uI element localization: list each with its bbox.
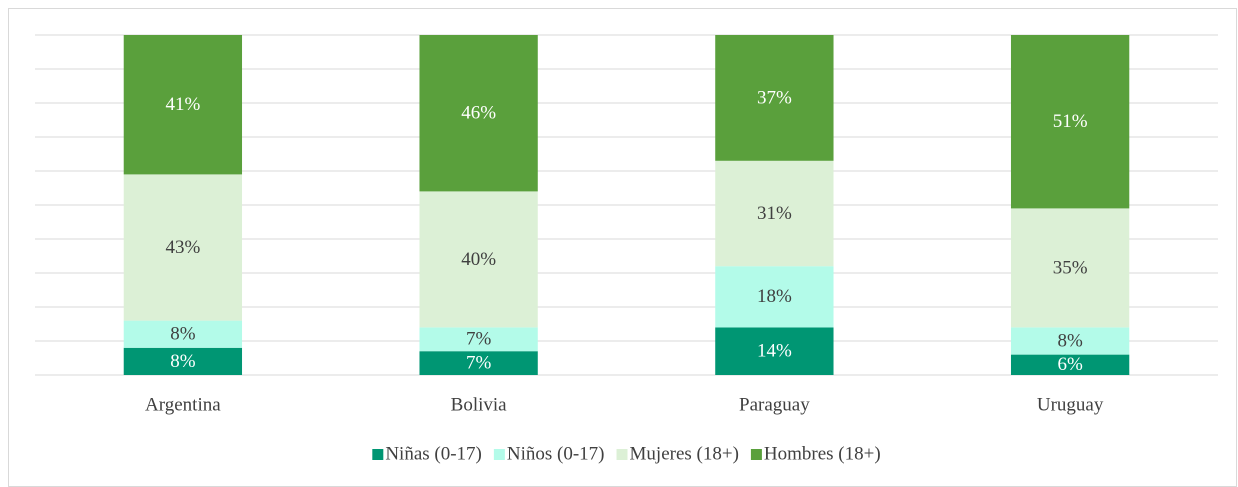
- legend-item: Mujeres (18+): [616, 443, 739, 464]
- bar-segment: [1010, 327, 1130, 355]
- legend-swatch: [750, 449, 762, 460]
- value-label: 18%: [757, 286, 792, 307]
- bar-segment: [419, 191, 538, 328]
- legend-label: Mujeres (18+): [630, 443, 739, 464]
- value-label: 8%: [170, 351, 196, 372]
- value-label: 7%: [466, 352, 492, 373]
- x-tick-label: Uruguay: [1037, 394, 1104, 415]
- bar-segment: [715, 266, 834, 328]
- x-tick-label: Argentina: [145, 394, 221, 415]
- value-label: 46%: [461, 103, 496, 124]
- bar-segment: [715, 327, 834, 375]
- legend-label: Hombres (18+): [764, 443, 881, 464]
- value-label: 35%: [1053, 257, 1088, 278]
- legend-item: Niños (0-17): [493, 443, 605, 464]
- value-label: 8%: [1057, 330, 1083, 351]
- bar-segment: [1010, 208, 1130, 328]
- legend-item: Hombres (18+): [750, 443, 881, 464]
- value-label: 41%: [165, 94, 200, 115]
- bar-segment: [419, 327, 538, 352]
- value-label: 7%: [466, 329, 492, 350]
- bar-segment: [123, 320, 243, 348]
- legend-item: Niñas (0-17): [372, 443, 482, 464]
- value-label: 37%: [757, 87, 792, 108]
- legend-swatch: [493, 449, 505, 460]
- legend-swatch: [372, 449, 384, 460]
- value-label: 8%: [170, 324, 196, 345]
- bar-segment: [123, 174, 243, 321]
- bar-segment: [1010, 35, 1130, 209]
- bar-segment: [1010, 354, 1130, 375]
- legend-label: Niñas (0-17): [385, 443, 482, 464]
- bar-segment: [715, 160, 834, 267]
- value-label: 31%: [757, 203, 792, 224]
- bar-segment: [123, 347, 243, 375]
- value-label: 40%: [461, 249, 496, 270]
- bar-segment: [715, 35, 834, 161]
- value-label: 43%: [165, 237, 200, 258]
- bar-segment: [419, 35, 538, 192]
- value-label: 51%: [1053, 111, 1088, 132]
- x-tick-label: Bolivia: [451, 394, 508, 415]
- bar-segment: [419, 351, 538, 375]
- x-tick-label: Paraguay: [739, 394, 810, 415]
- legend-label: Niños (0-17): [507, 443, 605, 464]
- value-label: 14%: [757, 341, 792, 362]
- legend-swatch: [616, 449, 628, 460]
- value-label: 6%: [1057, 354, 1083, 375]
- bar-segment: [123, 35, 243, 175]
